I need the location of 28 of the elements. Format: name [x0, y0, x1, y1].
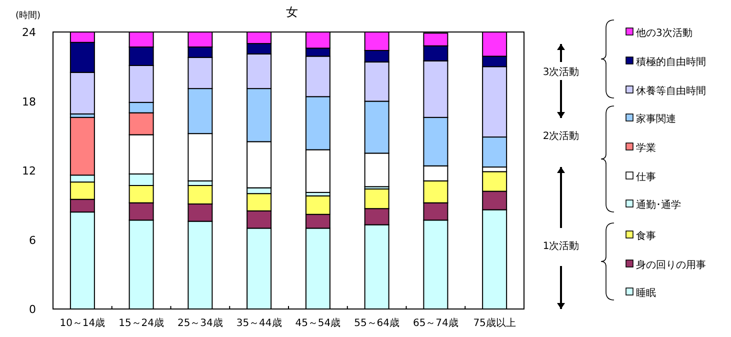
legend-label: 積極的自由時間 — [636, 56, 706, 68]
x-tick-label: 65～74歳 — [412, 317, 458, 329]
y-tick-label: 0 — [29, 303, 36, 316]
legend-label: 仕事 — [636, 171, 656, 183]
legend-label: 睡眠 — [636, 287, 656, 299]
y-tick-label: 12 — [22, 164, 36, 178]
text: 2次活動 — [542, 130, 580, 142]
y-tick-label: 18 — [22, 95, 36, 108]
x-tick-label: 75歳以上 — [473, 317, 516, 329]
legend-label: 他の3次活動 — [636, 27, 692, 39]
x-tick-label: 45～54歳 — [295, 317, 341, 329]
legend-label: 家事関連 — [636, 113, 676, 125]
y-tick-label: 24 — [22, 26, 36, 39]
legend-label: 休養等自由時間 — [636, 85, 706, 97]
x-tick-label: 35～44歳 — [236, 317, 282, 329]
y-tick-label: 6 — [29, 234, 36, 247]
legend-label: 身の回りの用事 — [636, 259, 706, 271]
x-tick-label: 55～64歳 — [354, 317, 400, 329]
text: 3次活動 — [542, 66, 580, 78]
y-axis-title: (時間) — [15, 10, 41, 21]
legend-label: 食事 — [636, 230, 656, 242]
x-tick-label: 15～24歳 — [118, 317, 164, 329]
text: 1次活動 — [542, 240, 580, 252]
chart-title: 女 — [286, 5, 298, 19]
legend-label: 通勤･通学 — [636, 199, 681, 211]
legend-label: 学業 — [636, 142, 656, 154]
x-tick-label: 10～14歳 — [60, 317, 106, 329]
x-tick-label: 25～34歳 — [177, 317, 223, 329]
